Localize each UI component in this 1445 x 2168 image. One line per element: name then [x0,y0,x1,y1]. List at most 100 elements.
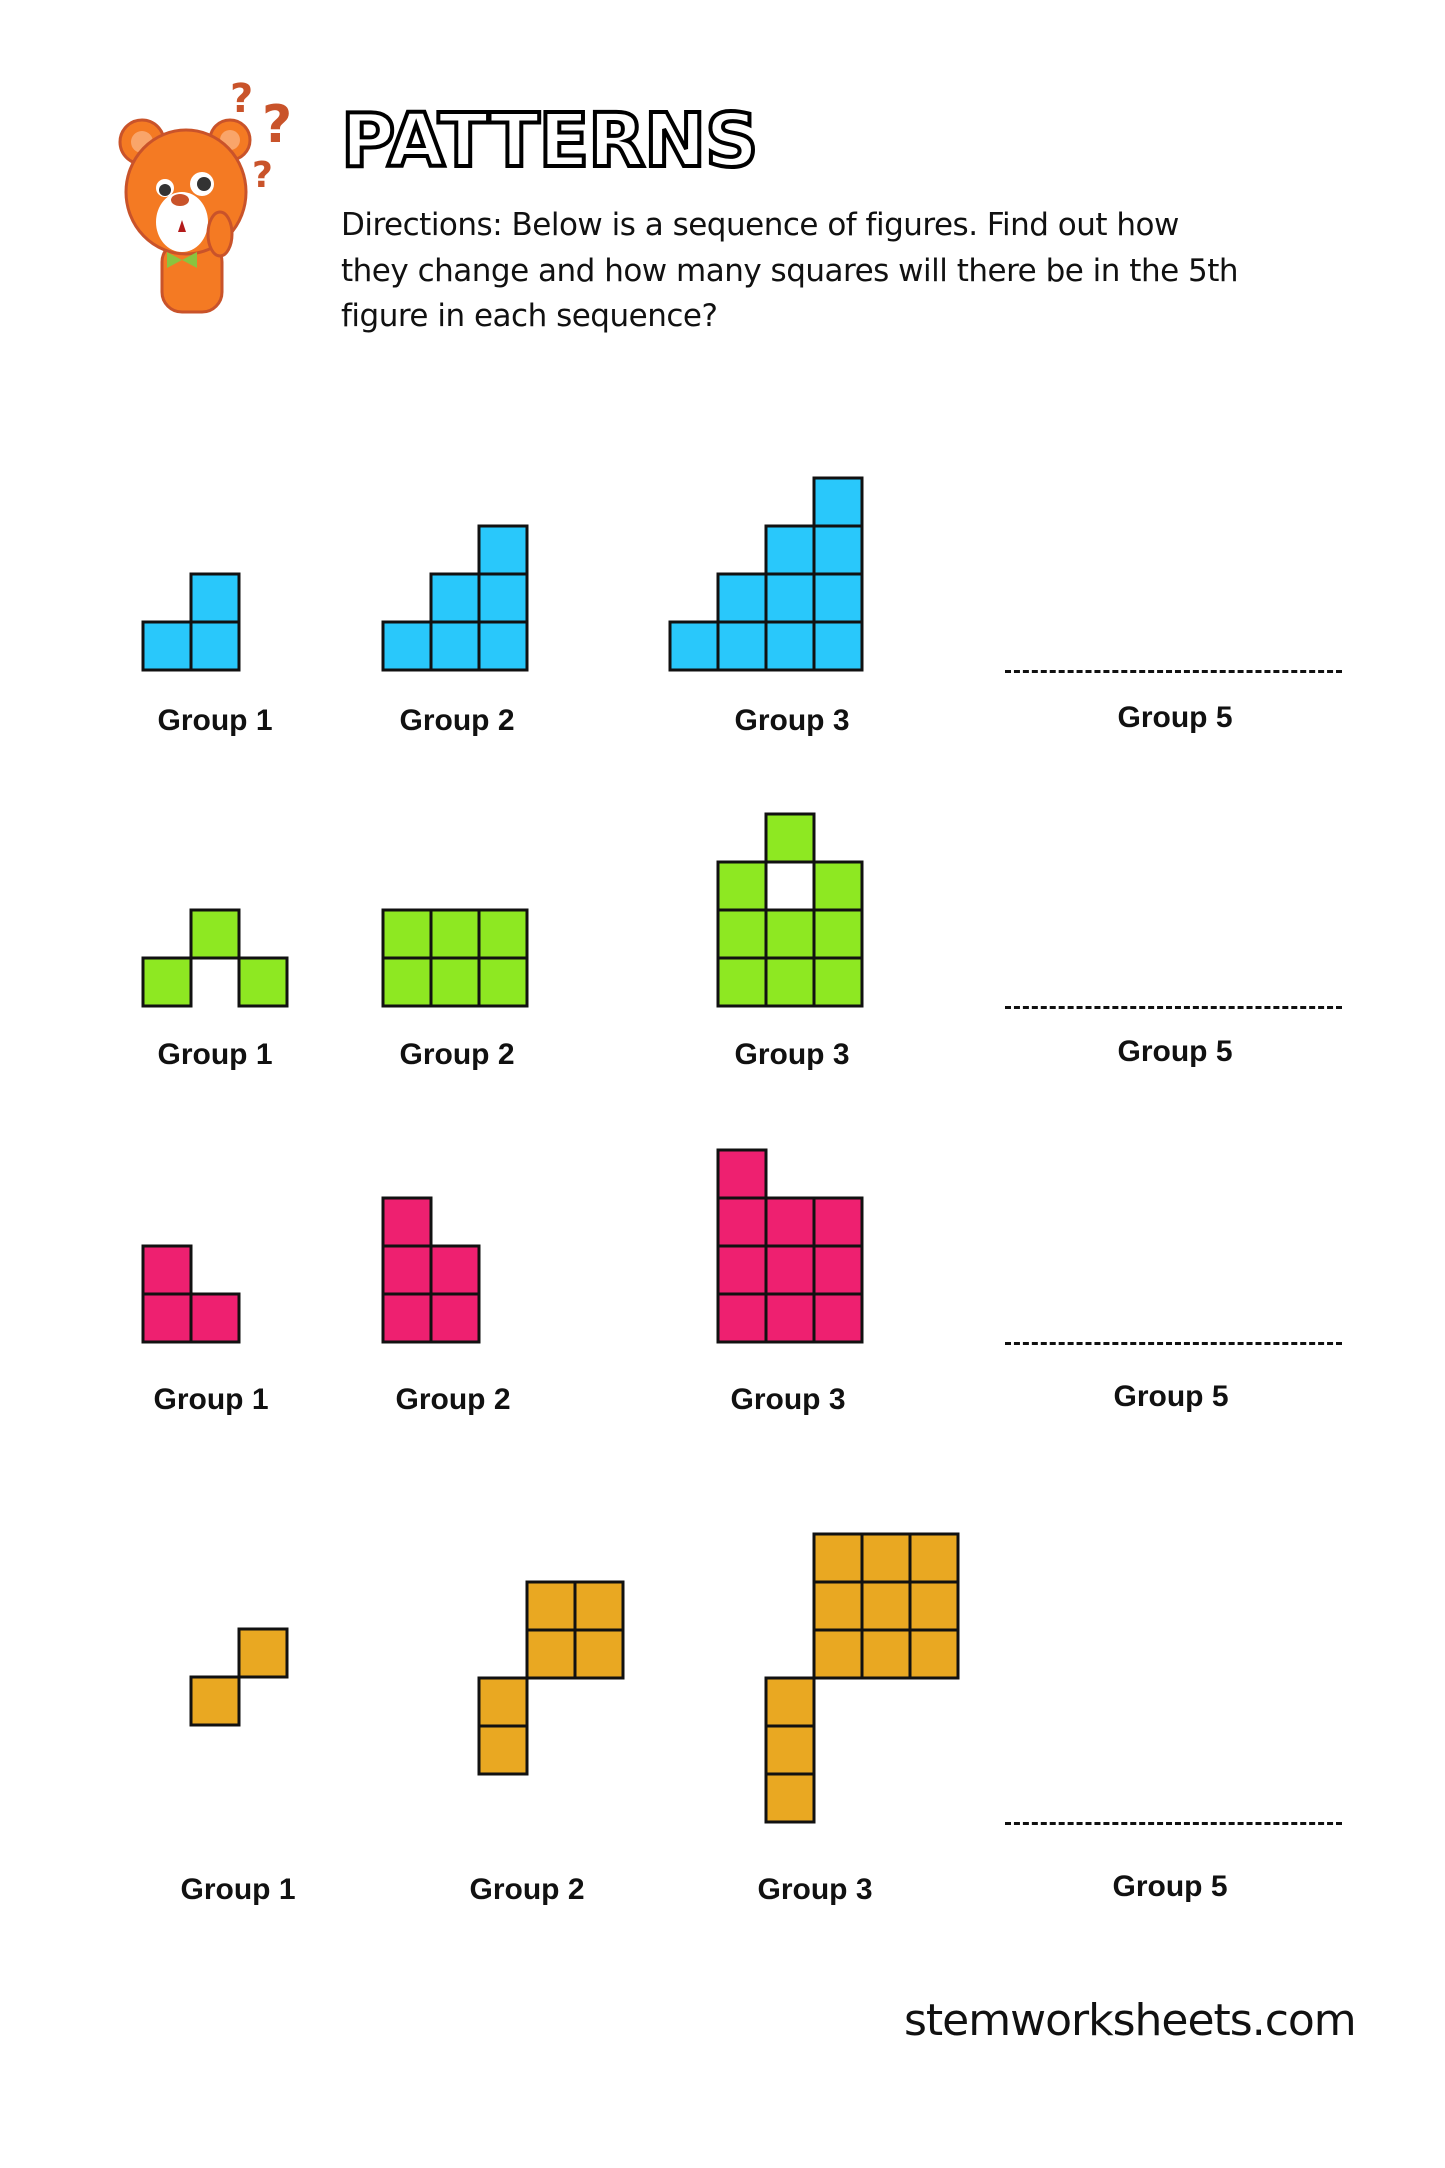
square [764,908,816,960]
figure-row1-group3 [668,476,864,672]
directions-text: Directions: Below is a sequence of figur… [341,207,1239,334]
square [860,1580,912,1632]
square [860,1628,912,1680]
svg-text:?: ? [262,95,292,155]
figure-row3-group3 [716,1148,864,1344]
thinking-bear-icon: ? ? ? [118,82,292,314]
square [908,1580,960,1632]
square [812,1628,864,1680]
square [716,1196,768,1248]
square [381,1196,433,1248]
group-label: Group 3 [734,1038,850,1071]
figure-row2-group2 [381,908,529,1008]
square [764,1676,816,1728]
square [189,908,241,960]
square [764,1244,816,1296]
square [429,956,481,1008]
square [525,1580,577,1632]
square [764,1292,816,1344]
square [764,620,816,672]
figure-row4-group3 [764,1532,960,1824]
square [716,908,768,960]
group-label: Group 5 [1112,1870,1228,1903]
figure-row2-group1 [141,908,289,1008]
square [812,1580,864,1632]
footer-site: stemworksheets.com [904,1995,1357,2046]
square [716,1148,768,1200]
square [716,1292,768,1344]
figure-row1-group1 [141,572,241,672]
square [141,956,193,1008]
square [477,572,529,624]
group-label: Group 1 [180,1873,296,1906]
square [381,956,433,1008]
square [477,1676,529,1728]
square [429,1244,481,1296]
square [141,620,193,672]
square [812,476,864,528]
square [812,572,864,624]
group-label: Group 2 [399,1038,515,1071]
square [764,1196,816,1248]
figure-row3-group1 [141,1244,241,1344]
square [429,620,481,672]
group-label: Group 2 [395,1383,511,1416]
group-label: Group 1 [153,1383,269,1416]
square [189,572,241,624]
square [429,572,481,624]
square [764,1724,816,1776]
square [812,908,864,960]
page-title: PATTERNS [339,96,760,186]
square [716,860,768,912]
group-label: Group 3 [730,1383,846,1416]
square [716,1244,768,1296]
square [764,956,816,1008]
square [764,572,816,624]
square [525,1628,577,1680]
group-label: Group 1 [157,1038,273,1071]
square [189,1292,241,1344]
square [764,812,816,864]
group-label: Group 2 [469,1873,585,1906]
square [237,1627,289,1679]
answer-blank-line[interactable] [1005,670,1342,673]
square [573,1580,625,1632]
answer-blank-line[interactable] [1005,1006,1342,1009]
square [477,524,529,576]
group-label: Group 3 [734,704,850,737]
square [812,1532,864,1584]
square [381,908,433,960]
square [189,620,241,672]
group-label: Group 5 [1117,701,1233,734]
square [812,956,864,1008]
square [716,620,768,672]
figure-row4-group1 [189,1627,289,1727]
square [764,1772,816,1824]
svg-text:?: ? [252,155,273,196]
square [812,1292,864,1344]
square [477,620,529,672]
square [908,1532,960,1584]
square [812,620,864,672]
square [141,1292,193,1344]
square [812,524,864,576]
square [668,620,720,672]
answer-blank-line[interactable] [1005,1822,1342,1825]
square [716,572,768,624]
square [812,1196,864,1248]
square [860,1532,912,1584]
square [908,1628,960,1680]
group-label: Group 5 [1117,1035,1233,1068]
square [812,860,864,912]
answer-blank-line[interactable] [1005,1342,1342,1345]
svg-text:?: ? [230,82,253,122]
figure-row4-group2 [477,1580,625,1776]
square [381,620,433,672]
square [764,524,816,576]
figure-row3-group2 [381,1196,481,1344]
square [716,956,768,1008]
square [237,956,289,1008]
square [477,1724,529,1776]
group-label: Group 3 [757,1873,873,1906]
